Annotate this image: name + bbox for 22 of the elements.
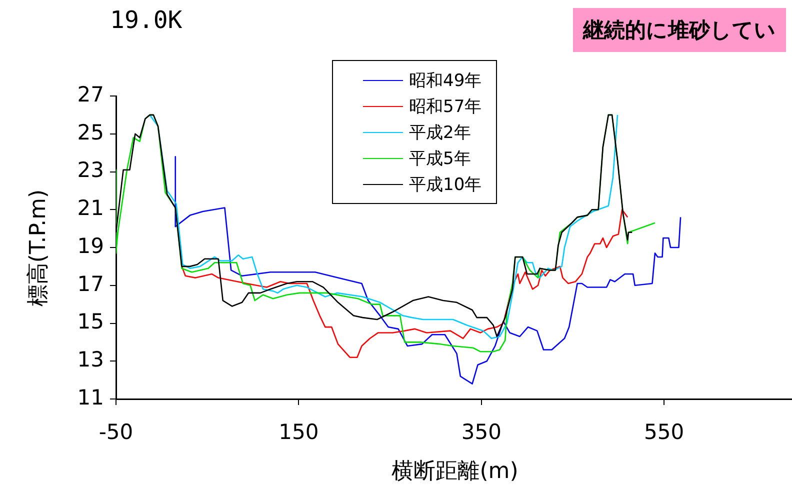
text: 継続的に堆砂してい [573,8,786,52]
y-tick-label: 11 [77,385,104,410]
x-tick-label: 150 [278,420,319,444]
y-axis-title: 標高(T.P.m) [25,189,52,307]
y-tick-label: 23 [77,158,104,182]
y-tick-label: 15 [77,310,104,334]
legend-label: 平成2年 [409,122,471,144]
y-tick-label: 19 [77,234,104,258]
x-tick-label: 550 [644,420,684,444]
x-tick-label: -50 [98,420,134,444]
y-tick-label: 13 [77,348,104,372]
x-tick-label: 350 [461,420,502,444]
y-tick-label: 17 [77,272,104,296]
x-axis-title: 横断距離(m) [392,458,518,486]
legend-label: 昭和57年 [409,96,482,118]
chart-title: 19.0K [110,6,182,34]
y-tick-label: 27 [77,82,104,106]
y-tick-label: 25 [77,120,104,144]
legend-label: 平成10年 [409,174,482,196]
y-tick-label: 21 [77,196,104,220]
legend-label: 平成5年 [409,148,471,170]
legend-label: 昭和49年 [409,70,482,92]
